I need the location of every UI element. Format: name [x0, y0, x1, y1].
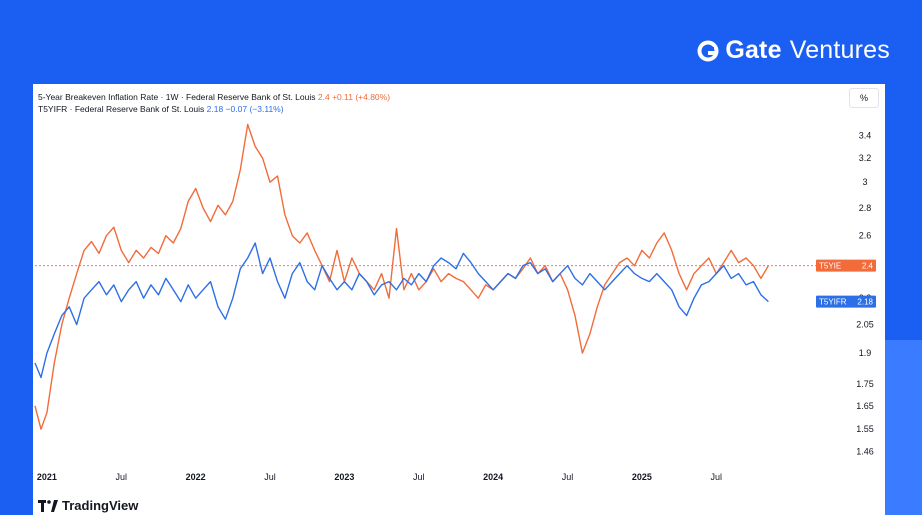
brand-name-bold: Gate — [725, 36, 782, 64]
x-tick-label: Jul — [562, 472, 574, 482]
x-tick-label: 2024 — [483, 472, 503, 482]
chart-legend: 5-Year Breakeven Inflation Rate · 1W · F… — [38, 91, 390, 115]
y-tick-label: 1.75 — [856, 379, 874, 389]
x-tick-label: Jul — [116, 472, 128, 482]
tradingview-logo-icon — [38, 499, 58, 512]
x-tick-label: 2025 — [632, 472, 652, 482]
tradingview-footer[interactable]: TradingView — [38, 498, 138, 513]
legend-value-t5yie: 2.4 — [317, 92, 330, 102]
x-tick-label: 2023 — [334, 472, 354, 482]
legend-row-t5yifr[interactable]: T5YIFR · Federal Reserve Bank of St. Lou… — [38, 103, 390, 115]
legend-label-t5yie: 5-Year Breakeven Inflation Rate · 1W · F… — [38, 92, 316, 102]
y-tick-label: 1.46 — [856, 447, 874, 457]
brand-name-light: Ventures — [789, 36, 890, 64]
x-tick-label: 2022 — [186, 472, 206, 482]
price-badge-label-t5yifr: T5YIFR — [819, 298, 847, 307]
series-line-t5yie — [34, 123, 770, 430]
legend-label-t5yifr: T5YIFR · Federal Reserve Bank of St. Lou… — [38, 104, 205, 114]
legend-change-t5yie: +0.11 (+4.80%) — [332, 92, 391, 102]
x-tick-label: Jul — [264, 472, 276, 482]
y-tick-label: 2.6 — [859, 231, 872, 241]
y-tick-label: 3.2 — [859, 153, 872, 163]
x-tick-label: Jul — [413, 472, 425, 482]
brand-header: Gate Ventures — [697, 36, 890, 65]
y-tick-label: 1.65 — [856, 401, 874, 411]
tradingview-logo-text: TradingView — [62, 498, 139, 513]
background-accent-shape — [882, 340, 922, 515]
percent-scale-button[interactable]: % — [849, 88, 879, 108]
price-badge-t5yifr — [816, 295, 876, 308]
chart-plot[interactable]: 3.43.232.82.62.42.22.051.91.751.651.551.… — [33, 84, 885, 515]
series-line-t5yifr — [34, 242, 769, 379]
legend-value-t5yifr: 2.18 — [206, 104, 224, 114]
legend-change-t5yifr: −0.07 (−3.11%) — [225, 104, 284, 114]
y-tick-label: 3 — [862, 177, 867, 187]
price-badge-t5yie — [816, 259, 876, 272]
y-tick-label: 1.9 — [859, 348, 872, 358]
y-tick-label: 3.4 — [859, 130, 872, 140]
legend-row-t5yie[interactable]: 5-Year Breakeven Inflation Rate · 1W · F… — [38, 91, 390, 103]
price-badge-label-t5yie: T5YIE — [819, 262, 841, 271]
gate-logo-icon — [697, 40, 719, 61]
y-tick-label: 2.8 — [859, 203, 872, 213]
price-badge-value-t5yifr: 2.18 — [857, 298, 873, 307]
x-tick-label: Jul — [711, 472, 723, 482]
x-tick-label: 2021 — [37, 472, 57, 482]
price-badge-value-t5yie: 2.4 — [862, 262, 874, 271]
chart-card: 3.43.232.82.62.42.22.051.91.751.651.551.… — [33, 84, 885, 515]
y-tick-label: 2.05 — [856, 320, 874, 330]
y-tick-label: 1.55 — [856, 424, 874, 434]
